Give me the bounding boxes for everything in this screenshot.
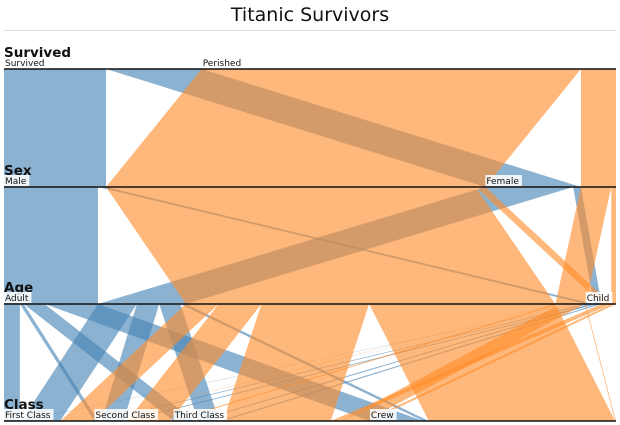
category-label-survived-perished[interactable]: Perished <box>203 59 242 69</box>
category-label-age-adult[interactable]: Adult <box>5 294 29 304</box>
category-label-class-third-class[interactable]: Third Class <box>174 411 225 421</box>
ribbon-perished-male-adult-to-second-class[interactable] <box>127 304 262 421</box>
category-label-class-crew[interactable]: Crew <box>371 411 394 421</box>
category-label-bg <box>485 175 522 186</box>
title-divider <box>4 30 616 31</box>
ribbon-perished-female-adult-to-third-class[interactable] <box>340 304 585 421</box>
ribbon-perished-female-child-to-third-class[interactable] <box>365 304 616 421</box>
category-label-class-first-class[interactable]: First Class <box>5 411 51 421</box>
page-title: Titanic Survivors <box>230 4 390 26</box>
ribbon-perished-male-adult-to-first-class[interactable] <box>60 304 219 421</box>
ribbon-perished-to-male[interactable] <box>106 69 581 187</box>
ribbon-perished-female-adult-to-crew[interactable] <box>584 304 616 421</box>
ribbon-perished-male-to-adult[interactable] <box>106 187 556 304</box>
category-label-bg <box>4 175 30 186</box>
category-label-bg <box>173 409 228 420</box>
ribbon-survived-to-male[interactable] <box>4 69 107 187</box>
category-label-bg <box>369 409 397 420</box>
category-label-bg <box>4 409 54 420</box>
dimension-title-survived[interactable]: Survived <box>4 45 71 61</box>
category-label-sex-male[interactable]: Male <box>5 177 27 187</box>
category-label-bg <box>585 292 613 303</box>
ribbon-survived-female-adult-to-first-class[interactable] <box>21 304 137 421</box>
category-label-survived-survived[interactable]: Survived <box>5 59 45 69</box>
category-label-age-child[interactable]: Child <box>587 294 610 304</box>
ribbon-perished-male-adult-to-third-class[interactable] <box>223 304 370 421</box>
ribbon-layer <box>4 69 616 421</box>
category-label-bg <box>94 409 159 420</box>
ribbon-survived-male-to-adult[interactable] <box>4 187 98 304</box>
category-label-bg <box>4 292 32 303</box>
ribbon-perished-female-to-child[interactable] <box>611 187 616 304</box>
ribbon-survived-male-adult-to-first-class[interactable] <box>4 304 20 421</box>
ribbon-perished-female-adult-to-second-class[interactable] <box>169 304 561 421</box>
category-label-class-second-class[interactable]: Second Class <box>95 411 155 421</box>
category-label-sex-female[interactable]: Female <box>486 177 519 187</box>
ribbon-perished-female-adult-to-first-class[interactable] <box>93 304 557 421</box>
ribbon-perished-to-female[interactable] <box>580 69 616 187</box>
ribbon-perished-female-to-adult[interactable] <box>555 187 612 304</box>
